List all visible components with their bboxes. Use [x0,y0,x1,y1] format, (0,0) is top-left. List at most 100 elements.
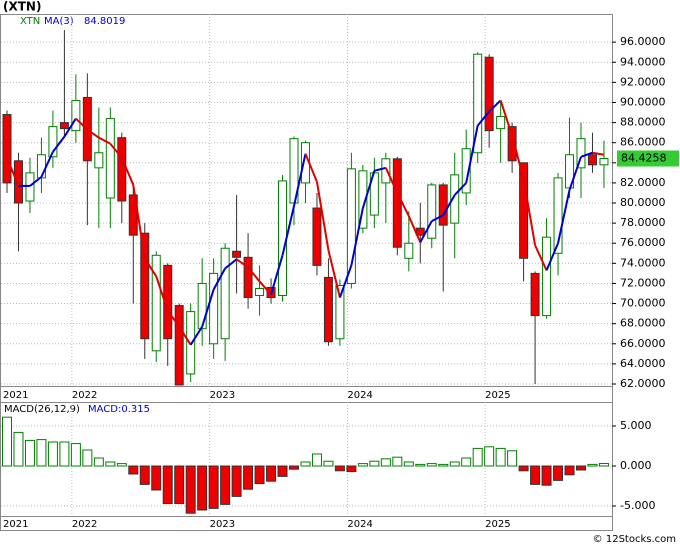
x-tick-label: 2021 [3,519,28,530]
y-tick-label: 86.0000 [620,136,666,149]
x-tick-label: 2022 [72,519,97,530]
macd-bar [334,465,345,472]
price-panel [0,14,613,387]
x-tick-label: 2024 [347,519,372,530]
candle-body [220,247,230,340]
candle-body [381,158,391,184]
candle-body [542,236,552,317]
candle-body [13,160,23,204]
candle-body [519,162,529,259]
macd-bar [93,457,104,467]
footer: © 12Stocks.com [593,534,676,545]
legend-price: XTN [20,16,40,27]
ma-line [499,100,514,136]
ma-line [224,258,238,270]
candle-body [587,154,597,166]
candle-body [335,284,345,340]
y-tick-label: 0.000 [620,459,652,472]
y-tick-label: 96.0000 [620,35,666,48]
candle-body [427,184,437,239]
ma-line [120,157,135,186]
macd-bar [553,465,564,481]
macd-bar [243,465,254,490]
candle-body [404,242,414,259]
y-tick-label: 94.0000 [620,55,666,68]
candle-body [392,158,402,248]
ma-line [568,156,582,191]
ma-line [143,257,158,277]
candle-body [209,272,219,345]
ma-line [304,153,318,183]
y-tick-label: 62.0000 [620,377,666,390]
ma-line [534,244,548,271]
candle-body [163,264,173,340]
ma-line [29,176,43,187]
macd-bar [105,461,116,467]
macd-bar [541,465,552,486]
macd-bar [598,462,609,467]
ma-line [522,178,537,246]
x-tick-label: 2023 [210,519,235,530]
ma-line [465,125,479,184]
ma-line [63,118,77,138]
macd-bar [59,441,70,467]
candle-body [576,138,586,169]
candle-body [151,254,161,352]
y-tick-label: 82.0000 [620,176,666,189]
ma-line [166,310,181,328]
candle-body [186,311,196,375]
ma-line [511,135,525,180]
x-tick-label: 2025 [485,519,510,530]
ma-line [453,182,467,196]
ma-line [557,189,571,244]
ma-line [545,242,559,271]
macd-legend: MACD:0.315 [88,404,150,415]
ma-line [476,110,490,127]
ma-line [396,192,410,217]
macd-bar [13,431,24,467]
macd-bar [438,463,449,467]
price-tag [617,150,679,167]
date-strip [0,516,613,531]
y-tick-label: 74.0000 [620,256,666,269]
candle-body [496,116,506,130]
ma-line [236,258,249,269]
ma-line [431,214,444,222]
macd-bar [472,447,483,467]
ma-line [442,194,456,216]
macd-title: MACD(26,12,9) [4,404,80,415]
ma-line [86,128,100,139]
y-tick-label: -5.000 [620,499,655,512]
candle-body [48,126,58,158]
macd-bar [518,465,529,472]
macd-bar [311,453,322,467]
macd-bar [231,465,242,497]
macd-bar [82,449,93,467]
ma-line [350,207,364,266]
ma-line [315,181,330,251]
candle-body [94,152,104,169]
macd-bar [426,463,437,467]
macd-bar [323,460,334,467]
legend-ma: MA(3) [44,16,74,27]
candle-body [507,126,517,162]
candle-body [25,172,35,202]
x-tick-label: 2023 [210,390,235,401]
macd-bar [415,463,426,467]
ma-line [384,167,399,194]
candle-body [71,99,81,132]
x-tick-label: 2021 [3,390,28,401]
ma-line [189,326,204,346]
ma-line [6,157,20,187]
macd-bar [484,446,495,467]
ma-line [293,153,307,207]
ma-line [281,205,295,256]
ma-line [270,255,284,295]
y-tick-label: 80.0000 [620,196,666,209]
y-tick-label: 68.0000 [620,317,666,330]
ma-line [132,184,146,259]
macd-bar [254,465,265,485]
legend-ma-value: 84.8019 [84,16,125,27]
x-tick-label: 2022 [72,390,97,401]
macd-bar [197,465,208,511]
